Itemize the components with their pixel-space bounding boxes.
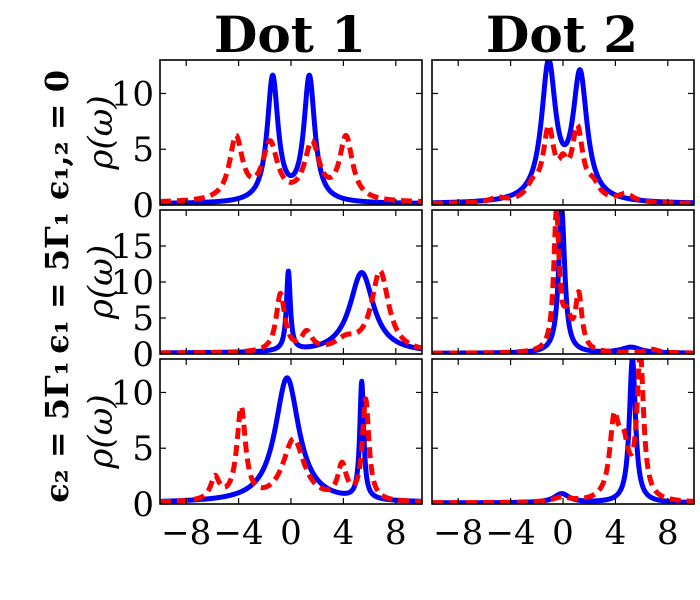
panel-r1c1-plot-area [160,72,422,205]
panel-r2c1-ylabel: ρ(ω) [81,245,121,320]
panel-r1c2-solid-line [432,60,694,205]
panel-r3c2-xtick-label: 4 [605,513,627,553]
panel-r2c1-ytick-label: 15 [111,227,154,267]
panel-r3c2-plot-area [432,359,694,504]
row-title-3: ϵ₂ = 5Γ₁ [38,361,76,503]
column-title-dot-1: Dot 1 [214,5,366,64]
panel-r3c2-dashed-line [432,359,694,504]
panel-r3c1-ylabel: ρ(ω) [81,394,121,469]
panel-r2c2-dashed-line [432,210,694,354]
panel-r3c1-ytick-label: 10 [111,373,154,413]
panel-r3c1-xtick-label: 4 [333,513,355,553]
panel-r3c1-solid-line [160,375,422,504]
panel-r2c1-ytick-label: 0 [132,335,154,375]
row-title-2: ϵ₁ = 5Γ₁ [38,212,76,354]
panel-r2c1-ytick-label: 5 [132,299,154,339]
panel-r1c1-ylabel: ρ(ω) [81,95,121,170]
row-title-1: ϵ₁,₂ = 0 [38,70,76,200]
panel-r3c1-xtick-label: 0 [280,513,302,553]
panel-r2c2-solid-line [432,210,694,354]
panel-r1c2-dashed-line [432,122,694,205]
panel-r1c2-frame [431,59,695,206]
panel-r3c1-plot-area [160,375,422,504]
panel-r3c1-ytick-label: 5 [132,429,154,469]
panel-r2c1-plot-area [160,268,422,354]
panel-r1c1-ytick-label: 10 [111,74,154,114]
panel-r3c1-xtick-label: −4 [214,513,264,553]
panel-r3c1-ytick-label: 0 [132,485,154,525]
panel-r3c2-frame [431,358,695,505]
panel-r3c2-xtick-label: −8 [433,513,483,553]
panel-r1c2-plot-area [432,60,694,205]
panel-r1c1-ytick-label: 5 [132,130,154,170]
panel-r1c1-dashed-line [160,132,422,204]
panel-r3c2-xtick-label: 8 [657,513,679,553]
panel-r3c2-solid-line [432,359,694,504]
panel-r2c1-ytick-label: 10 [111,263,154,303]
panel-r1c1-ytick-label: 0 [132,186,154,226]
panel-r3c2-xtick-label: 0 [552,513,574,553]
panel-r3c2-xtick-label: −4 [486,513,536,553]
panel-r1c1-solid-line [160,72,422,205]
panel-r3c1-xtick-label: 8 [385,513,407,553]
panel-r2c2-plot-area [432,210,694,354]
panel-r2c1-dashed-line [160,268,422,354]
column-title-dot-2: Dot 2 [486,5,638,64]
panel-r3c1-xtick-label: −8 [161,513,211,553]
panel-r3c1-dashed-line [160,396,422,504]
